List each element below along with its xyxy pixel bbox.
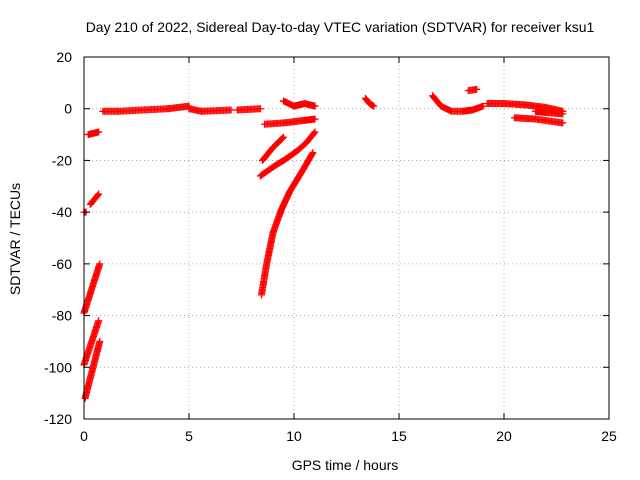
marker-path <box>256 128 319 180</box>
data-points <box>80 85 567 402</box>
marker-path <box>198 106 235 115</box>
marker-path <box>483 100 567 115</box>
x-tick-label: 5 <box>185 428 193 444</box>
marker-path <box>361 94 378 110</box>
y-tick-label: -20 <box>52 152 72 168</box>
tick-labels: 0 5 10 15 20 25 -120 -100 -80 -60 -40 -20 0 20 <box>44 49 617 444</box>
series-late-2 <box>464 85 481 95</box>
marker-path <box>164 102 193 113</box>
marker-path <box>114 105 172 115</box>
series-arc-1 <box>256 128 319 180</box>
y-tick-label: -120 <box>44 411 72 427</box>
series-late-4 <box>511 114 567 127</box>
series-arc-3 <box>259 133 287 164</box>
x-tick-label: 20 <box>496 428 512 444</box>
y-tick-label: 20 <box>56 49 72 65</box>
axis-ticks <box>83 56 610 420</box>
series-arc-4 <box>261 115 319 128</box>
marker-path <box>464 85 481 95</box>
series-blob-10h <box>280 97 319 110</box>
y-tick-label: -100 <box>44 359 72 375</box>
y-tick-label: 0 <box>64 101 72 117</box>
x-tick-label: 25 <box>601 428 617 444</box>
series-late-1 <box>429 92 487 115</box>
series-arc-2 <box>257 149 317 299</box>
series-late-3 <box>483 100 567 115</box>
marker-path <box>532 107 567 118</box>
marker-path <box>261 115 319 128</box>
y-tick-label: -60 <box>52 256 72 272</box>
series-late-5 <box>532 107 567 118</box>
series-near-zero-3 <box>164 102 193 113</box>
y-tick-label: -40 <box>52 204 72 220</box>
x-axis-label: GPS time / hours <box>292 457 399 473</box>
marker-path <box>259 133 287 164</box>
marker-path <box>81 337 104 402</box>
marker-path <box>257 149 317 299</box>
plot-frame <box>83 56 610 420</box>
x-tick-label: 15 <box>391 428 407 444</box>
y-axis-label: SDTVAR / TECUs <box>7 183 23 295</box>
marker-path <box>233 105 264 114</box>
marker-path <box>429 92 487 115</box>
marker-path <box>280 97 319 110</box>
series-early-1 <box>84 128 103 139</box>
series-near-zero-5 <box>198 106 235 115</box>
series-near-zero-2 <box>114 105 172 115</box>
series-early-2 <box>86 190 103 208</box>
series-blob-13h <box>361 94 378 110</box>
grid-lines <box>84 57 609 419</box>
marker-path <box>84 128 103 139</box>
x-tick-label: 0 <box>80 428 88 444</box>
series-near-zero-6 <box>233 105 264 114</box>
marker-path <box>511 114 567 127</box>
chart-title: Day 210 of 2022, Sidereal Day-to-day VTE… <box>86 19 595 35</box>
series-early-6 <box>81 337 104 402</box>
x-tick-label: 10 <box>286 428 302 444</box>
y-tick-label: -80 <box>52 308 72 324</box>
marker-path <box>86 190 103 208</box>
